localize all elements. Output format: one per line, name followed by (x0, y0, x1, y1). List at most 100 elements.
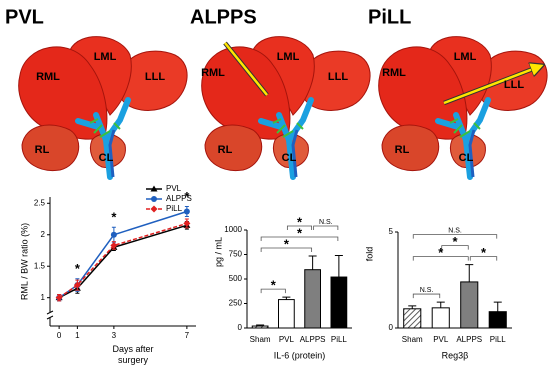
x-tick-label: Sham (402, 335, 423, 344)
x-tick-label: PiLL (331, 335, 348, 344)
significance-bracket (412, 256, 469, 261)
significance-label: * (452, 234, 458, 249)
legend-marker (150, 205, 158, 213)
y-axis-label: fold (364, 247, 374, 262)
y-tick-label: 2.5 (34, 198, 46, 207)
y-tick-label: 0 (238, 323, 243, 332)
x-tick-label: 0 (57, 331, 62, 340)
point (73, 281, 81, 289)
point (183, 208, 190, 215)
bar (488, 311, 507, 329)
y-tick-label: 5 (389, 227, 394, 236)
significance-bracket (469, 256, 498, 261)
bar (431, 307, 450, 329)
lobe-label: CL (459, 152, 474, 164)
significance-bracket (260, 236, 339, 241)
series-line (58, 210, 188, 299)
y-axis-label: pg / mL (213, 237, 223, 267)
significance-label: N.S. (420, 287, 434, 294)
significance-bracket (313, 225, 339, 230)
y-tick-label: 750 (229, 250, 243, 259)
significance-bracket (412, 293, 441, 299)
legend-label: PVL (166, 184, 182, 193)
y-tick-label: 1 (41, 293, 46, 302)
lobe-label: RML (382, 67, 406, 79)
y-tick-label: 1.5 (34, 261, 46, 270)
bar (330, 276, 348, 329)
panel-title: PiLL (368, 6, 411, 28)
bar (460, 281, 479, 329)
series-line (58, 224, 188, 299)
panel-alpps: ALPPS RML LML LLL RL CL (190, 6, 370, 177)
significance: * (184, 189, 190, 204)
legend-marker (150, 185, 158, 192)
panel-pvl: PVL RML LML LLL RL CL (5, 6, 187, 177)
x-axis-label-box: Days after surgery (112, 344, 153, 365)
lobe-label: RML (36, 71, 60, 83)
lobe-label: RL (395, 144, 410, 156)
lobe-label: LML (277, 51, 300, 63)
bar (403, 308, 422, 329)
y-tick-label: 1000 (224, 225, 242, 234)
lobe-label: RL (218, 144, 233, 156)
error-bar (493, 301, 502, 312)
significance-bracket (412, 234, 498, 239)
panel-title: ALPPS (190, 6, 257, 28)
point (183, 219, 191, 227)
lobe-label: LLL (504, 79, 524, 91)
significance-label: N.S. (319, 219, 333, 226)
axis-break (46, 310, 54, 320)
lobe-label: LLL (328, 71, 348, 83)
significance-bracket (260, 288, 286, 294)
significance-label: N.S. (448, 227, 462, 234)
x-tick-label: 1 (75, 331, 80, 340)
x-tick-label: 7 (185, 331, 190, 340)
significance-bracket (260, 247, 313, 252)
legend-label: ALPPS (166, 194, 192, 203)
error-bar (308, 255, 317, 270)
lobe-label: CL (99, 152, 114, 164)
panel-title: PVL (5, 6, 44, 28)
lobe-label: CL (282, 152, 297, 164)
panel-pill: PiLL RML LML LLL RL CL (368, 6, 547, 177)
series-line (58, 222, 188, 299)
significance-label: * (284, 236, 290, 251)
significance: * (75, 261, 81, 276)
significance-label: * (271, 278, 277, 293)
point (55, 294, 63, 302)
error-bar (334, 254, 343, 278)
y-tick-label: 2 (41, 230, 46, 239)
significance-bracket (286, 225, 313, 230)
lobe-label: LLL (145, 71, 165, 83)
significance-label: * (438, 245, 444, 260)
x-tick-label: PVL (433, 335, 449, 344)
bar (278, 299, 295, 329)
x-tick-label: PiLL (490, 335, 507, 344)
y-tick-label: 500 (229, 274, 243, 283)
lobe-label: LML (454, 51, 477, 63)
bar (251, 325, 269, 329)
lobe-label: RL (35, 144, 50, 156)
error-bar (465, 264, 474, 282)
y-tick-label: 0 (389, 323, 394, 332)
x-tick-label: ALPPS (456, 335, 482, 344)
significance-bracket (441, 245, 469, 250)
ligation-line (443, 67, 538, 105)
significance: * (111, 210, 117, 225)
legend-marker (151, 196, 157, 202)
x-tick-label: PVL (279, 335, 295, 344)
significance-label: * (297, 214, 303, 229)
x-axis-label: Reg3β (442, 350, 469, 360)
y-tick-label: 250 (229, 299, 243, 308)
x-axis-label: IL-6 (protein) (274, 350, 326, 360)
x-tick-label: ALPPS (300, 335, 326, 344)
error-bar (436, 301, 445, 308)
point (110, 231, 117, 238)
x-tick-label: 3 (112, 331, 117, 340)
y-axis-label: RML / BW ratio (%) (19, 223, 29, 300)
point (110, 241, 118, 249)
lobe-label: LML (94, 51, 117, 63)
x-tick-label: Sham (250, 335, 271, 344)
transection-line (224, 42, 268, 96)
